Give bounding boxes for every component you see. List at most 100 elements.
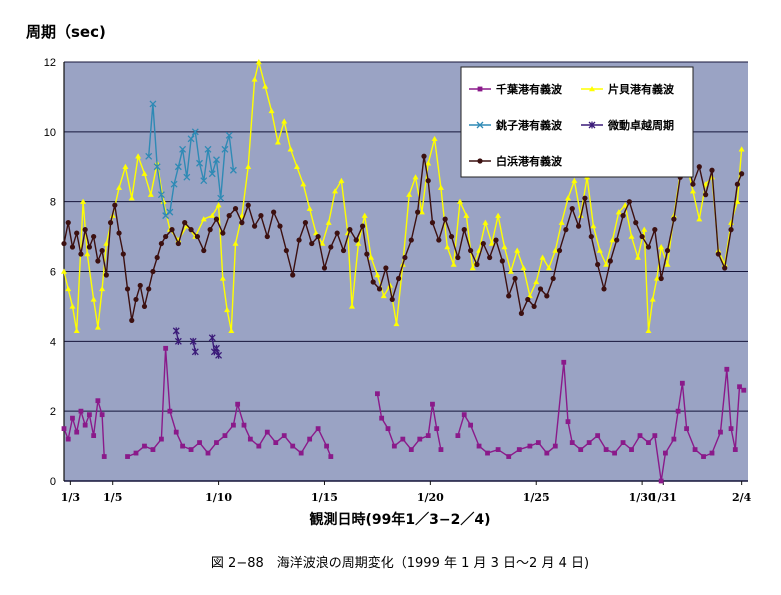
data-point [191,348,199,356]
data-point [174,163,182,171]
data-point [389,296,395,303]
data-point [520,265,527,271]
data-point [603,261,610,267]
data-point [273,440,279,445]
data-point [166,208,174,216]
x-tick-label: 1/15 [311,491,338,504]
data-point [468,422,473,428]
series-1 [61,345,747,484]
data-point [302,220,309,226]
data-point [141,170,148,176]
data-point [116,230,122,236]
data-point [565,195,571,201]
legend-label: 微動卓越周期 [607,118,674,132]
data-point [205,450,211,456]
x-tick-label: 1/20 [417,491,444,504]
data-point [434,426,440,432]
data-point [99,285,106,292]
data-point [251,76,258,82]
data-point [283,247,289,254]
data-point [255,59,262,65]
data-point [406,191,413,197]
data-point [65,436,71,442]
data-point [95,398,101,404]
data-point [703,192,709,198]
data-point [200,177,208,185]
data-point [684,426,689,432]
x-tick-label: 2/4 [732,491,752,504]
data-point [189,337,197,345]
data-point [696,164,702,170]
legend-label: 白浜港有義波 [496,154,563,168]
data-point [544,450,550,456]
data-point [537,286,544,292]
data-point [197,440,202,445]
data-point [715,251,721,257]
data-point [222,433,228,439]
legend-label: 片貝港有義波 [608,82,675,96]
data-point [215,351,223,359]
data-point [578,447,584,452]
data-point [349,303,355,309]
data-point [101,454,107,459]
data-point [313,230,319,236]
data-point [652,433,658,439]
data-point [226,213,232,219]
data-point [194,233,201,240]
data-point [455,254,461,261]
legend-swatch-marker [477,86,483,92]
data-point [324,443,329,449]
data-point [209,212,216,218]
data-point [375,391,380,397]
data-point [525,296,531,303]
data-point [116,184,123,190]
legend-label: 銚子港有義波 [496,118,563,132]
data-point [495,447,501,452]
data-point [634,254,641,260]
data-point [251,223,258,229]
data-point [387,282,394,288]
data-point [231,422,236,428]
data-point [172,327,180,335]
data-point [461,412,467,418]
data-point [516,447,522,452]
data-point [180,443,185,449]
data-point [664,261,671,267]
data-point [482,219,489,225]
data-point [512,275,518,282]
y-tick-label: 6 [50,267,56,279]
y-tick-label: 8 [50,197,56,209]
data-point [620,213,626,219]
data-point [734,181,741,187]
data-point [147,191,154,197]
data-point [239,220,245,226]
data-point [201,247,207,254]
data-point [370,279,376,285]
data-point [421,153,427,159]
data-point [221,145,229,153]
data-point [220,230,226,236]
data-point [150,268,156,275]
data-point [641,226,648,232]
data-point [235,401,241,407]
data-point [575,223,582,229]
data-point [637,433,643,439]
data-point [74,429,80,435]
y-tick-label: 10 [44,127,56,139]
data-point [455,433,461,439]
data-point [649,296,656,302]
data-point [526,292,533,299]
data-point [563,227,569,233]
data-point [463,212,470,218]
data-point [364,251,370,257]
data-point [73,327,80,334]
data-point [485,450,490,456]
data-point [359,223,366,229]
data-point [219,275,226,281]
y-tick-label: 12 [44,57,56,69]
data-point [690,181,696,187]
data-point [309,240,315,247]
x-tick-label: 1/3 [61,491,80,504]
data-point [69,244,76,250]
data-point [514,247,521,253]
